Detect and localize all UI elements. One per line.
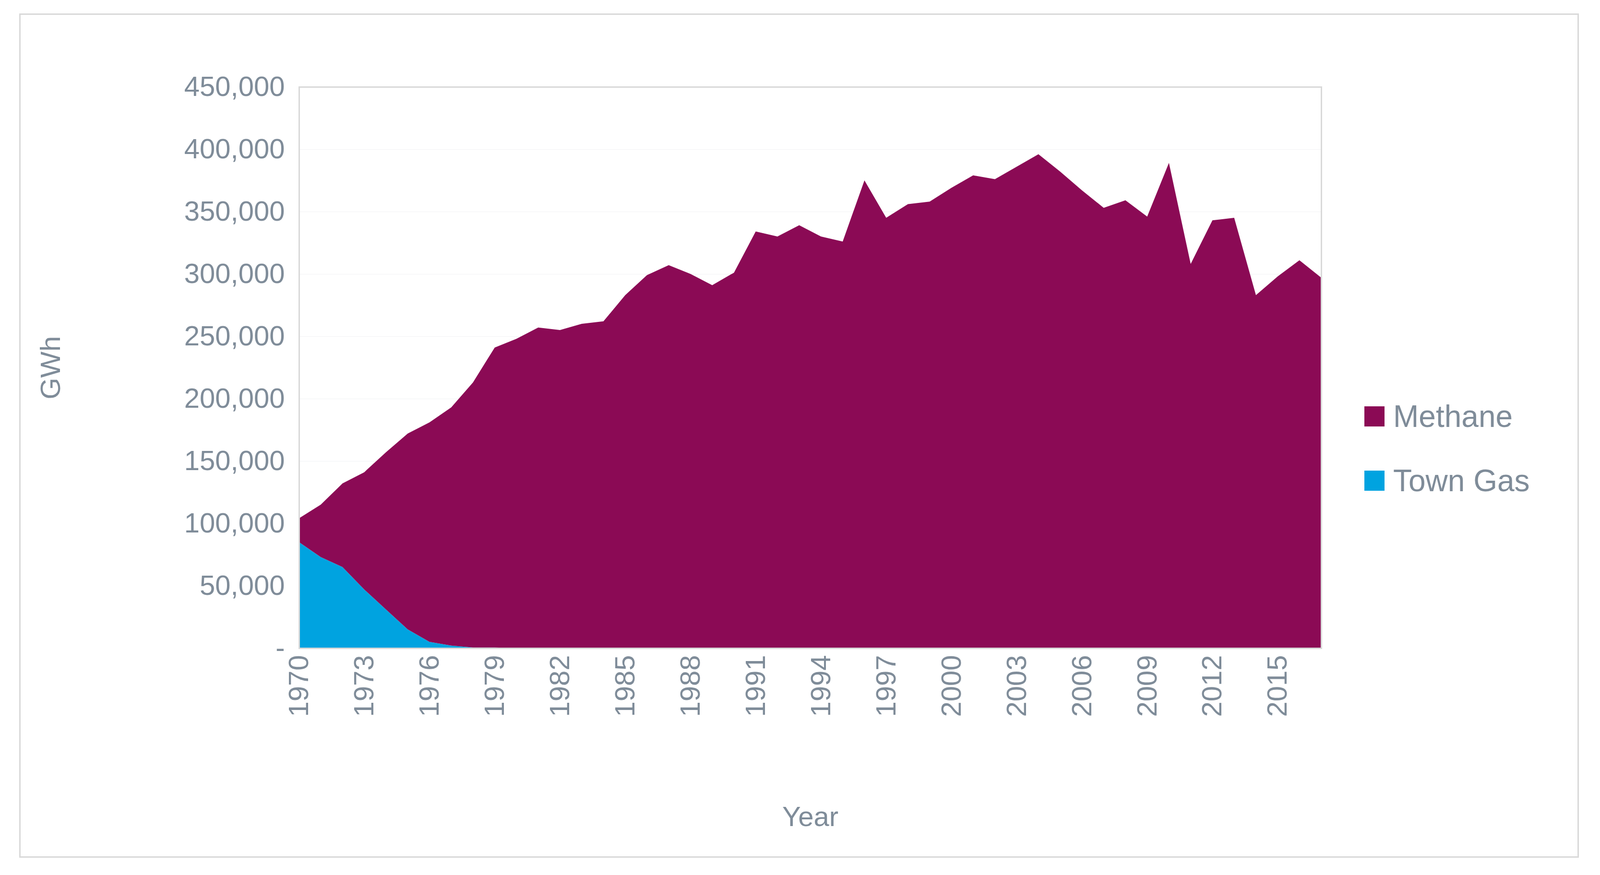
svg-text:1985: 1985 — [608, 655, 641, 718]
svg-text:2009: 2009 — [1131, 655, 1163, 718]
svg-text:350,000: 350,000 — [184, 195, 286, 227]
svg-text:250,000: 250,000 — [184, 320, 286, 352]
svg-text:300,000: 300,000 — [184, 257, 286, 289]
svg-text:Year: Year — [782, 800, 839, 833]
svg-text:400,000: 400,000 — [184, 132, 286, 165]
svg-text:100,000: 100,000 — [184, 507, 286, 539]
svg-text:2012: 2012 — [1195, 655, 1228, 718]
svg-text:200,000: 200,000 — [184, 382, 286, 414]
svg-text:1970: 1970 — [282, 655, 314, 718]
svg-text:1973: 1973 — [347, 655, 380, 718]
svg-text:50,000: 50,000 — [199, 569, 285, 601]
svg-text:450,000: 450,000 — [184, 70, 286, 102]
svg-text:GWh: GWh — [34, 335, 66, 400]
svg-text:2006: 2006 — [1065, 655, 1098, 718]
svg-text:1979: 1979 — [478, 655, 510, 718]
svg-text:1994: 1994 — [804, 655, 836, 718]
svg-text:1988: 1988 — [674, 655, 706, 718]
svg-text:2015: 2015 — [1261, 655, 1293, 718]
svg-text:1976: 1976 — [413, 655, 445, 718]
svg-text:2003: 2003 — [1000, 655, 1032, 718]
svg-text:1991: 1991 — [739, 655, 771, 718]
svg-text:2000: 2000 — [935, 655, 967, 718]
svg-text:1997: 1997 — [870, 655, 902, 718]
html-text:Methane: Methane — [1393, 399, 1513, 434]
svg-text:150,000: 150,000 — [184, 444, 286, 477]
html-text:Town Gas: Town Gas — [1393, 463, 1530, 499]
svg-text:1982: 1982 — [543, 655, 575, 718]
